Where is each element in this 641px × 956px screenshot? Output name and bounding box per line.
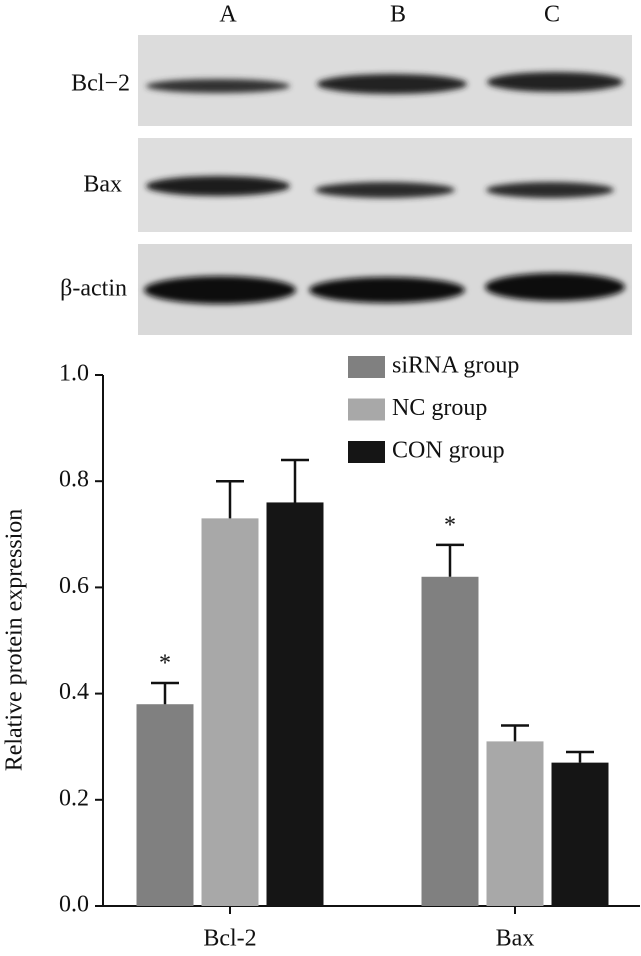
significance-marker: * <box>444 512 456 538</box>
x-tick-label: Bax <box>496 926 535 952</box>
error-bar <box>566 750 594 763</box>
y-axis-label: Relative protein expression <box>2 509 28 772</box>
y-tick-label: 0.2 <box>59 785 89 811</box>
lane-label: A <box>219 2 237 28</box>
significance-marker: * <box>159 650 171 676</box>
legend-label: NC group <box>392 395 487 421</box>
bands <box>144 72 625 304</box>
bar <box>266 502 324 906</box>
legend-label: CON group <box>392 438 505 464</box>
error-bar <box>436 543 464 577</box>
row-label: β-actin <box>60 276 127 302</box>
legend-swatch <box>348 398 385 421</box>
error-bar <box>151 681 179 705</box>
legend-swatch <box>348 356 385 378</box>
bar <box>201 518 259 906</box>
bar <box>551 762 609 906</box>
legend-swatch <box>348 441 385 463</box>
x-tick-label: Bcl-2 <box>203 926 256 952</box>
error-bar <box>501 724 529 742</box>
legend-label: siRNA group <box>392 353 519 379</box>
lane-label: B <box>390 2 406 28</box>
y-tick-label: 0.8 <box>59 467 89 493</box>
y-tick-label: 0.0 <box>59 892 89 918</box>
error-bar <box>281 458 309 503</box>
bar <box>421 576 479 906</box>
row-label: Bcl−2 <box>71 71 130 97</box>
bar <box>136 704 194 906</box>
lane-label: C <box>544 2 560 28</box>
bar <box>486 741 544 906</box>
y-tick-label: 0.4 <box>59 679 89 705</box>
y-tick-label: 0.6 <box>59 573 89 599</box>
error-bar <box>216 479 244 519</box>
row-label: Bax <box>83 172 122 198</box>
blot: A B C Bcl−2 Bax β-actin <box>60 2 632 335</box>
y-tick-label: 1.0 <box>59 361 89 387</box>
